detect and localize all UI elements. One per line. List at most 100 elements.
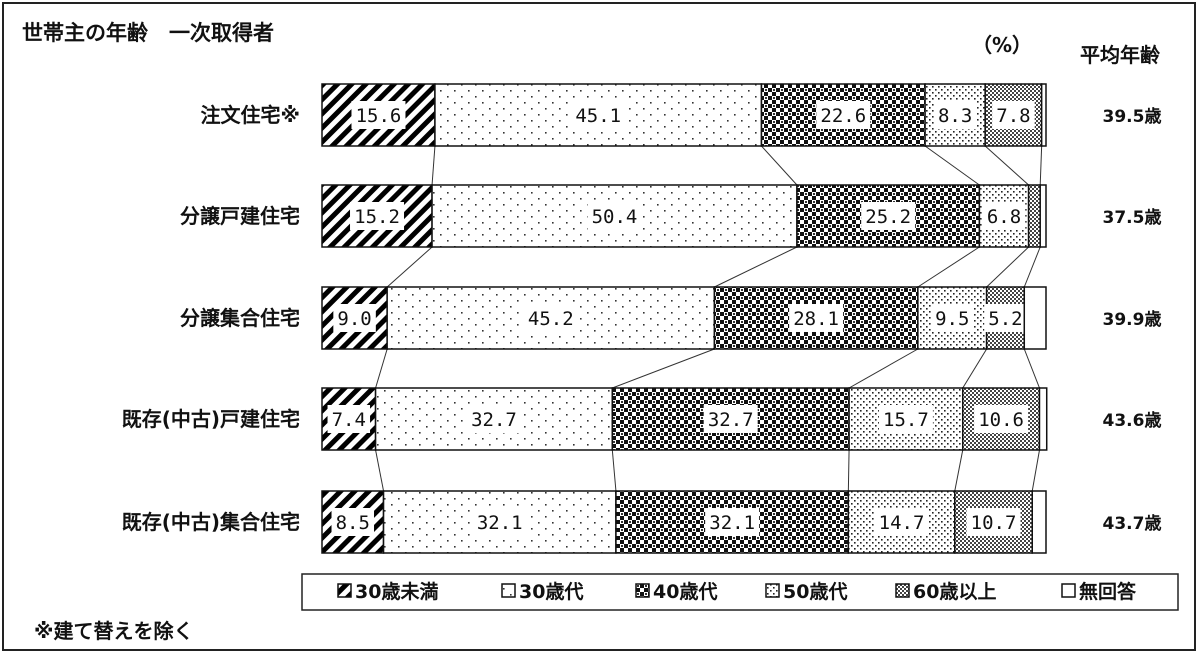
data-label-bg — [878, 405, 933, 433]
data-label: 22.6 — [820, 105, 866, 127]
data-label-bg — [930, 304, 974, 332]
data-label: 25.2 — [865, 206, 911, 228]
category-label: 注文住宅※ — [201, 103, 300, 127]
data-label-bg — [703, 405, 758, 433]
legend-label: 50歳代 — [783, 581, 847, 603]
bar-segment — [1027, 184, 1041, 248]
connector-line — [612, 348, 715, 389]
average-age: 39.9歳 — [1103, 309, 1162, 330]
data-label: 28.1 — [793, 308, 839, 330]
connector-line — [917, 246, 980, 288]
legend-swatch — [501, 583, 516, 598]
connector-line — [611, 449, 617, 492]
footnote: ※建て替えを除く — [34, 619, 193, 643]
data-label-bg — [933, 101, 977, 129]
legend-swatch — [765, 583, 780, 598]
connector-line — [847, 449, 850, 492]
average-age-header: 平均年齢 — [1080, 43, 1161, 67]
data-label: 50.4 — [592, 206, 638, 228]
data-label: 15.2 — [354, 206, 400, 228]
data-label-bg — [351, 101, 406, 129]
data-label-bg — [587, 202, 642, 230]
bar-segment — [847, 490, 956, 554]
data-label-bg — [874, 508, 929, 536]
legend-label: 40歳代 — [653, 581, 717, 603]
data-label: 5.2 — [988, 308, 1022, 330]
data-label: 32.7 — [471, 409, 517, 431]
legend-swatch — [1061, 583, 1076, 598]
legend-swatch — [337, 583, 352, 598]
data-label: 14.7 — [879, 512, 925, 534]
category-label: 既存(中古)戸建住宅 — [122, 407, 300, 431]
data-label-bg — [705, 508, 760, 536]
bar-segment — [1031, 490, 1047, 554]
data-label-bg — [982, 202, 1026, 230]
connector-line — [386, 246, 433, 288]
average-age: 39.5歳 — [1103, 106, 1162, 127]
data-label: 9.5 — [935, 308, 969, 330]
data-label: 15.7 — [883, 409, 929, 431]
data-label: 6.8 — [987, 206, 1021, 228]
data-label-bg — [327, 405, 371, 433]
data-label: 32.1 — [709, 512, 755, 534]
average-age: 37.5歳 — [1103, 207, 1162, 228]
data-label-bg — [789, 304, 844, 332]
bar-segment — [1038, 387, 1048, 451]
data-label-bg — [466, 405, 521, 433]
average-age: 43.7歳 — [1103, 513, 1162, 534]
legend-label: 無回答 — [1079, 580, 1137, 603]
chart-title: 世帯主の年齢 一次取得者 — [22, 21, 274, 45]
data-label-bg — [984, 304, 1027, 332]
data-label: 7.8 — [996, 105, 1030, 127]
legend: 30歳未満 30歳代 40歳代 50歳代 60歳以上 無回答 — [301, 573, 1179, 611]
data-label-bg — [523, 304, 578, 332]
data-label-bg — [861, 202, 916, 230]
legend-swatch — [895, 583, 910, 598]
data-label: 10.7 — [971, 512, 1017, 534]
connector-line — [375, 449, 385, 492]
connector-line — [986, 246, 1029, 288]
bar-segment — [1023, 286, 1047, 350]
legend-label: 60歳以上 — [913, 581, 996, 603]
connector-line — [984, 145, 1029, 186]
bars-group: 15.6 45.1 22.6 8.3 7.8 15.2 50.4 25.2 6.8 9.0 45.2… — [321, 83, 1048, 554]
data-label: 8.5 — [336, 512, 370, 534]
data-label-bg — [333, 304, 376, 332]
connector-line — [1031, 449, 1040, 492]
connector-line — [924, 145, 980, 186]
bar-segment — [1040, 83, 1047, 147]
legend-swatch — [635, 583, 650, 598]
connector-line — [1023, 348, 1040, 389]
connector-line — [1023, 246, 1041, 288]
legend-box — [301, 573, 1179, 611]
connector-line — [954, 449, 964, 492]
data-label-bg — [974, 405, 1029, 433]
data-label: 45.2 — [528, 308, 574, 330]
data-label: 8.3 — [938, 105, 972, 127]
legend-label: 30歳未満 — [355, 580, 438, 603]
data-label: 32.7 — [708, 409, 754, 431]
connector-line — [375, 348, 388, 389]
average-age: 43.6歳 — [1103, 410, 1162, 431]
data-label-bg — [966, 508, 1021, 536]
data-label: 7.4 — [332, 409, 366, 431]
data-label-bg — [816, 101, 871, 129]
connector-line — [1039, 145, 1043, 186]
stacked-bar-chart: 世帯主の年齢 一次取得者 （%） 平均年齢 15.6 45.1 22.6 8.3 7.8… — [22, 21, 1179, 643]
category-label: 既存(中古)集合住宅 — [122, 510, 300, 534]
legend-label: 30歳代 — [519, 581, 583, 603]
data-label: 45.1 — [575, 105, 621, 127]
data-label: 9.0 — [337, 308, 371, 330]
category-label: 分譲戸建住宅 — [180, 204, 300, 228]
data-label-bg — [472, 508, 527, 536]
data-label-bg — [571, 101, 626, 129]
data-label-bg — [992, 101, 1035, 129]
data-label: 10.6 — [978, 409, 1024, 431]
data-label-bg — [350, 202, 405, 230]
connector-line — [761, 145, 798, 186]
unit-label: （%） — [972, 33, 1032, 57]
connector-lines — [375, 145, 1043, 492]
data-label-bg — [331, 508, 375, 536]
